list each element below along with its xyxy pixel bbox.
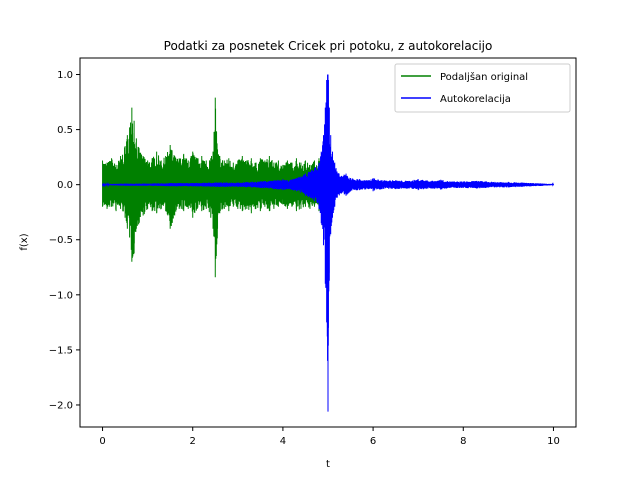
x-tick-label: 10 <box>547 436 560 447</box>
legend-label-autocorrelation: Autokorelacija <box>440 94 511 105</box>
plot-area <box>79 57 577 428</box>
x-tick-label: 0 <box>99 436 105 447</box>
x-axis: 0 2 4 6 8 10 <box>99 427 560 447</box>
x-axis-label: t <box>326 459 330 470</box>
y-tick-label: −1.0 <box>49 290 73 301</box>
legend: Podaljšan original Autokorelacija <box>394 63 571 113</box>
series-layer <box>102 74 554 412</box>
plot-frame <box>79 57 577 428</box>
x-tick-label: 6 <box>370 436 376 447</box>
x-tick-label: 4 <box>280 436 286 447</box>
chart-title: Podatki za posnetek Cricek pri potoku, z… <box>164 39 493 53</box>
y-tick-label: −1.5 <box>49 345 73 356</box>
y-tick-label: 0.5 <box>57 125 73 136</box>
y-tick-label: −0.5 <box>49 235 73 246</box>
legend-box <box>394 63 571 113</box>
y-tick-label: −2.0 <box>49 400 73 411</box>
series-line-1 <box>102 74 554 412</box>
y-axis-label: f(x) <box>19 233 30 250</box>
x-tick-label: 8 <box>460 436 466 447</box>
y-tick-label: 0.0 <box>57 180 73 191</box>
y-axis: −2.0 −1.5 −1.0 −0.5 0.0 0.5 1.0 <box>49 70 80 411</box>
y-tick-label: 1.0 <box>57 70 73 81</box>
legend-label-original: Podaljšan original <box>440 71 528 83</box>
x-tick-label: 2 <box>190 436 196 447</box>
